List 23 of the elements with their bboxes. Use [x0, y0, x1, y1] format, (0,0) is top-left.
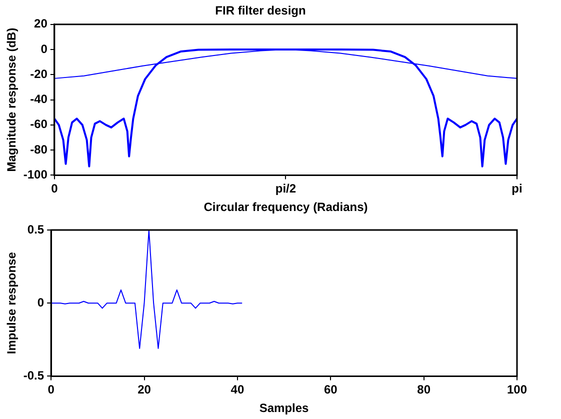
x-tick-label: 100 — [506, 382, 528, 397]
x-tick-label: 20 — [138, 382, 152, 397]
y-tick-label: 0.5 — [27, 222, 44, 236]
chart-title: FIR filter design — [215, 4, 306, 18]
y-tick-label: -40 — [30, 92, 48, 106]
x-tick-label: 0 — [51, 182, 58, 196]
y-tick-label: -0.5 — [23, 368, 44, 383]
x-tick-label: pi — [512, 182, 522, 196]
y-tick-label: -20 — [30, 66, 48, 81]
x-tick-label: 40 — [230, 382, 244, 397]
y-axis-title: Magnitude response (dB) — [4, 28, 19, 172]
y-tick-label: -60 — [30, 117, 48, 132]
x-tick-label: pi/2 — [275, 182, 296, 196]
x-axis-title: Circular frequency (Radians) — [204, 200, 368, 214]
y-axis-title: Impulse response — [4, 252, 19, 354]
x-tick-label: 80 — [417, 382, 431, 397]
y-tick-label: 0 — [40, 42, 48, 56]
y-tick-label: 0 — [37, 295, 44, 310]
y-tick-label: -80 — [30, 142, 48, 156]
y-tick-label: 20 — [34, 16, 48, 31]
x-tick-label: 60 — [324, 382, 338, 397]
y-tick-label: -100 — [23, 168, 48, 182]
x-axis-title: Samples — [259, 401, 310, 416]
